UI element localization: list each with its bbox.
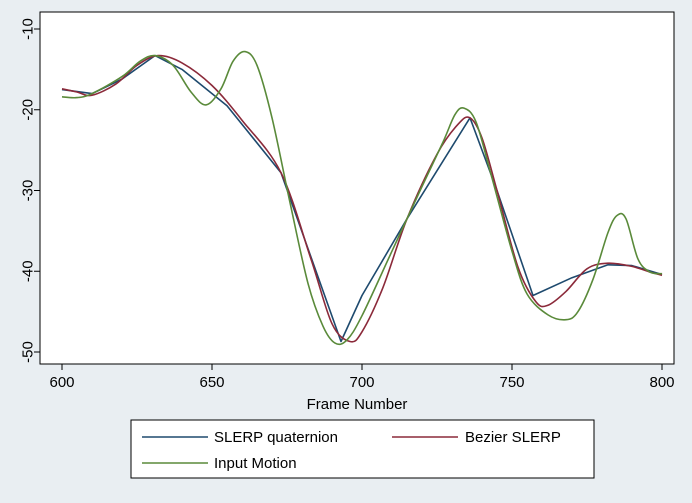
x-tick-label-700: 700 — [349, 374, 374, 391]
y-tick-label--50: -50 — [20, 341, 37, 363]
y-tick-label--10: -10 — [20, 18, 37, 40]
y-tick-label--40: -40 — [20, 260, 37, 282]
series-line-input-motion — [61, 50, 663, 346]
x-tick-label-600: 600 — [49, 374, 74, 391]
legend-label-input-motion: Input Motion — [214, 455, 297, 472]
axis-ticks: 600 650 700 750 800 -10 -20 -30 -40 -50 — [20, 18, 675, 391]
legend-label-bezier-slerp: Bezier SLERP — [465, 429, 561, 446]
legend-box — [130, 419, 595, 479]
y-tick-label--30: -30 — [20, 180, 37, 202]
legend-label-slerp-quaternion: SLERP quaternion — [214, 429, 338, 446]
legend: SLERP quaternion Bezier SLERP Input Moti… — [130, 419, 595, 479]
x-tick-label-750: 750 — [499, 374, 524, 391]
x-axis-title: Frame Number — [307, 396, 408, 413]
x-tick-label-800: 800 — [649, 374, 674, 391]
series-line-slerp-quaternion — [61, 54, 663, 343]
x-tick-label-650: 650 — [199, 374, 224, 391]
series-lines — [61, 50, 663, 346]
y-tick-label--20: -20 — [20, 99, 37, 121]
